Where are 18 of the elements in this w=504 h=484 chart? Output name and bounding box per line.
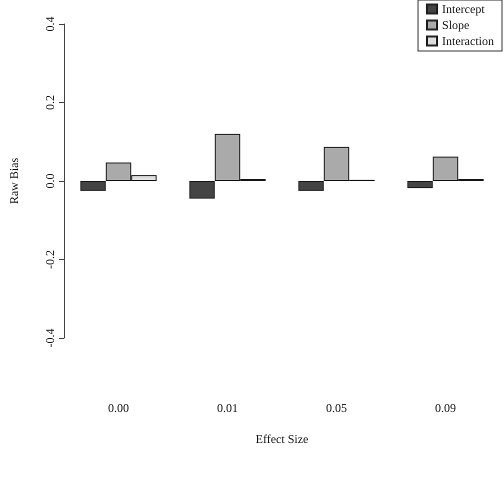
y-tick-label: 0.4 <box>43 16 57 32</box>
x-tick-label: 0.09 <box>435 401 456 415</box>
y-axis-title: Raw Bias <box>7 158 21 204</box>
y-tick-label: -0.2 <box>43 250 57 269</box>
legend-label: Interaction <box>442 34 494 48</box>
bar <box>80 181 106 191</box>
x-tick-label: 0.00 <box>108 401 129 415</box>
x-tick-label: 0.05 <box>326 401 347 415</box>
legend-label: Slope <box>442 18 470 32</box>
x-tick-label: 0.01 <box>217 401 238 415</box>
x-axis-title: Effect Size <box>256 432 308 446</box>
legend-label: Intercept <box>442 2 486 16</box>
bar <box>189 181 215 199</box>
y-tick-label: 0.0 <box>43 174 57 188</box>
bar <box>298 181 324 191</box>
y-tick-label: -0.4 <box>43 328 57 348</box>
bar <box>407 181 433 188</box>
y-tick-label: 0.2 <box>43 95 57 110</box>
